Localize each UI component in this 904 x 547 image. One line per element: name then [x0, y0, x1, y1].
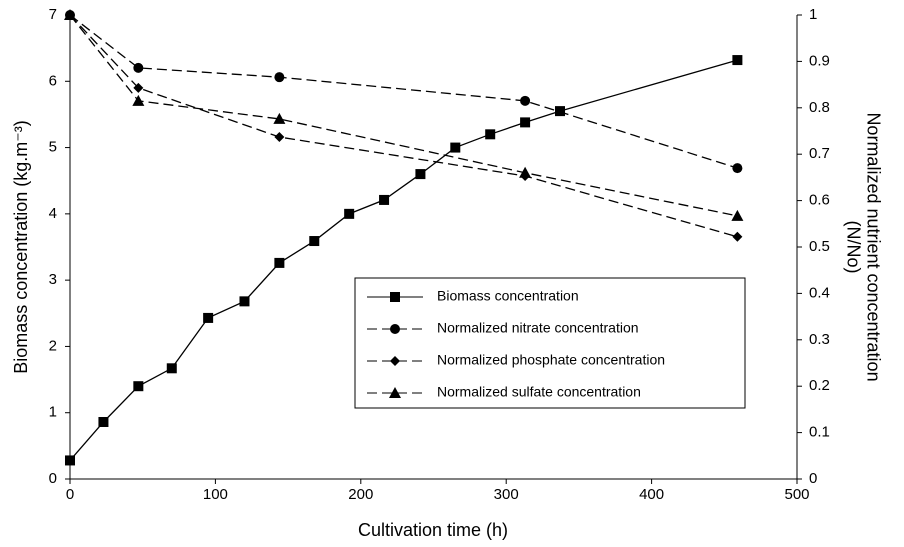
y2-tick-label: 0.2 [809, 377, 830, 394]
y-tick-label: 7 [49, 6, 57, 23]
y2-tick-label: 0.4 [809, 284, 830, 301]
marker [203, 312, 214, 323]
legend-marker [390, 324, 400, 334]
y2-tick-label: 0.3 [809, 331, 830, 348]
y-tick-label: 4 [49, 205, 57, 222]
legend-label: Biomass concentration [437, 288, 579, 304]
legend-label: Normalized nitrate concentration [437, 320, 639, 336]
marker [344, 208, 355, 219]
legend-box [354, 277, 746, 409]
legend-label: Normalized sulfate concentration [437, 384, 641, 400]
series-line [69, 14, 738, 169]
marker [554, 106, 565, 117]
y-axis-title: Biomass concentration (kg.m⁻³) [11, 120, 31, 374]
y2-tick-label: 0.8 [809, 99, 830, 116]
legend-marker [390, 356, 400, 366]
legend: Biomass concentration Normalized nitrate … [354, 277, 746, 409]
marker [450, 142, 461, 153]
marker [274, 132, 285, 143]
y-tick-label: 0 [49, 470, 57, 487]
marker [166, 363, 177, 374]
y-tick-label: 5 [49, 139, 57, 156]
y2-tick-label: 0.5 [809, 238, 830, 255]
legend-marker [389, 387, 401, 398]
y-tick-label: 2 [49, 337, 57, 354]
marker [415, 169, 426, 180]
y2-tick-label: 0.9 [809, 52, 830, 69]
marker [379, 194, 390, 205]
y-tick-label: 3 [49, 271, 57, 288]
y2-tick-label: 0.1 [809, 424, 830, 441]
y2-tick-label: 0.6 [809, 192, 830, 209]
y2-tick-label: 0.7 [809, 145, 830, 162]
marker [274, 257, 285, 268]
series-line [69, 14, 738, 238]
y2-axis-title: (N/No) [843, 221, 863, 274]
legend-label: Normalized phosphate concentration [437, 352, 665, 368]
marker [273, 112, 286, 124]
x-axis-title: Cultivation time (h) [358, 520, 508, 540]
series-line [69, 14, 738, 217]
marker [239, 296, 250, 307]
x-tick-label: 300 [494, 486, 519, 503]
marker [732, 231, 743, 242]
marker [732, 55, 743, 66]
marker [64, 9, 76, 20]
x-tick-label: 400 [639, 486, 664, 503]
y2-axis-title: Normalized nutrient concentration [863, 112, 883, 381]
marker [133, 62, 144, 73]
x-tick-label: 200 [348, 486, 373, 503]
x-tick-label: 500 [784, 486, 809, 503]
marker [485, 129, 496, 140]
marker [309, 236, 320, 247]
y2-tick-label: 0 [809, 470, 817, 487]
legend-marker [390, 292, 400, 302]
marker [732, 163, 743, 174]
marker [132, 94, 145, 106]
marker [731, 209, 744, 221]
marker [98, 416, 109, 427]
marker [133, 82, 144, 93]
marker [519, 166, 532, 178]
y-tick-label: 6 [49, 72, 57, 89]
marker [133, 381, 144, 392]
y2-tick-label: 1 [809, 6, 817, 23]
series-line [69, 59, 738, 461]
marker [520, 117, 531, 128]
y-tick-label: 1 [49, 404, 57, 421]
x-tick-label: 100 [203, 486, 228, 503]
marker [520, 95, 531, 106]
marker [65, 455, 75, 466]
marker [274, 72, 285, 83]
x-tick-label: 0 [66, 486, 74, 503]
